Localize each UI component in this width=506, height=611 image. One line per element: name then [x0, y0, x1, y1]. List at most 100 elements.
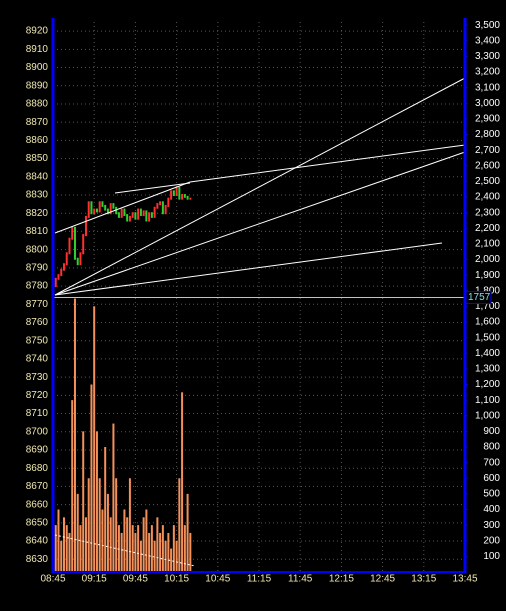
y-tick-label: 8820 — [26, 208, 49, 219]
volume-bar — [161, 525, 164, 572]
y2-tick-label: 500 — [483, 489, 500, 500]
volume-bar — [98, 478, 101, 572]
y2-tick-label: 2,400 — [475, 192, 500, 203]
y2-tick-label: 2,300 — [475, 207, 500, 218]
price-candle — [153, 206, 156, 218]
y2-tick-label: 3,200 — [475, 67, 500, 78]
y2-tick-label: 1,500 — [475, 332, 500, 343]
x-tick-label: 09:45 — [123, 574, 148, 585]
x-tick-label: 13:45 — [452, 574, 477, 585]
volume-bar — [65, 525, 68, 572]
volume-bar — [90, 384, 93, 572]
volume-bar — [186, 493, 189, 572]
price-candle — [134, 212, 137, 220]
volume-bar — [68, 532, 71, 572]
price-candle — [60, 268, 63, 277]
volume-bar — [139, 540, 142, 572]
y-tick-label: 8880 — [26, 99, 49, 110]
price-candle — [71, 226, 74, 240]
y-tick-label: 8750 — [26, 335, 49, 346]
y-tick-label: 8850 — [26, 153, 49, 164]
x-tick-label: 09:15 — [82, 574, 107, 585]
y-tick-label: 8640 — [26, 536, 49, 547]
price-candle — [178, 186, 181, 200]
volume-bar — [131, 525, 134, 572]
y2-tick-label: 2,700 — [475, 145, 500, 156]
price-candle — [128, 215, 131, 222]
y2-tick-label: 800 — [483, 442, 500, 453]
price-candle — [175, 186, 178, 197]
price-candle — [117, 212, 120, 218]
volume-bar — [73, 298, 76, 572]
volume-bar — [145, 509, 148, 572]
volume-bar — [84, 517, 87, 572]
trend-line — [114, 182, 191, 194]
y2-tick-label: 1,900 — [475, 270, 500, 281]
x-tick-label: 13:15 — [411, 574, 436, 585]
y-tick-label: 8810 — [26, 226, 49, 237]
price-candle — [145, 210, 148, 222]
y-tick-label: 8920 — [26, 26, 49, 37]
price-candle — [73, 226, 76, 260]
y2-tick-label: 100 — [483, 551, 500, 562]
y-tick-label: 8680 — [26, 463, 49, 474]
price-candle — [142, 210, 145, 217]
price-candle — [161, 201, 164, 215]
x-tick-label: 11:45 — [288, 574, 313, 585]
x-tick-label: 10:15 — [164, 574, 189, 585]
reference-label-box — [465, 290, 492, 304]
price-candle — [106, 208, 109, 215]
y2-tick-label: 1,800 — [475, 285, 500, 296]
y2-tick-label: 1,300 — [475, 364, 500, 375]
x-tick-label: 11:15 — [247, 574, 272, 585]
y2-tick-label: 1,200 — [475, 379, 500, 390]
price-candle — [170, 190, 173, 200]
y2-tick-label: 1,400 — [475, 348, 500, 359]
y-tick-label: 8650 — [26, 517, 49, 528]
trend-line — [54, 77, 466, 296]
trend-line — [54, 151, 466, 296]
x-tick-label: 08:45 — [40, 574, 65, 585]
price-candle — [101, 201, 104, 207]
y2-tick-label: 1,100 — [475, 395, 500, 406]
price-candle — [164, 204, 167, 215]
price-candle — [65, 252, 68, 266]
volume-bar — [148, 532, 151, 572]
y-tick-label: 8800 — [26, 244, 49, 255]
price-candle — [148, 212, 151, 222]
y2-tick-label: 700 — [483, 457, 500, 468]
y2-tick-label: 400 — [483, 504, 500, 515]
y2-tick-label: 200 — [483, 535, 500, 546]
volume-bar — [150, 525, 153, 572]
volume-bar — [109, 517, 112, 572]
y-tick-label: 8910 — [26, 44, 49, 55]
price-candle — [150, 212, 153, 218]
y-tick-label: 8730 — [26, 372, 49, 383]
y-tick-label: 8830 — [26, 190, 49, 201]
volume-bar — [183, 525, 186, 572]
y2-tick-label: 600 — [483, 473, 500, 484]
y-tick-label: 8700 — [26, 426, 49, 437]
price-candle — [87, 201, 90, 218]
volume-bar — [170, 548, 173, 572]
volume-bar — [178, 478, 181, 572]
volume-bar — [60, 540, 63, 572]
price-candle — [123, 208, 126, 217]
trend-lines — [54, 77, 466, 567]
y-tick-label: 8900 — [26, 62, 49, 73]
volume-bar — [126, 517, 129, 572]
y-tick-label: 8870 — [26, 117, 49, 128]
y-tick-label: 8780 — [26, 281, 49, 292]
y2-tick-label: 900 — [483, 426, 500, 437]
volume-bar — [128, 478, 131, 572]
price-candle — [186, 195, 189, 200]
price-candle — [159, 201, 162, 206]
volume-bar — [112, 423, 115, 572]
price-candle — [131, 212, 134, 218]
volume-bar — [79, 525, 82, 572]
price-candle — [137, 208, 140, 220]
y2-tick-label: 3,000 — [475, 98, 500, 109]
reference-label: 1757 — [468, 292, 491, 303]
